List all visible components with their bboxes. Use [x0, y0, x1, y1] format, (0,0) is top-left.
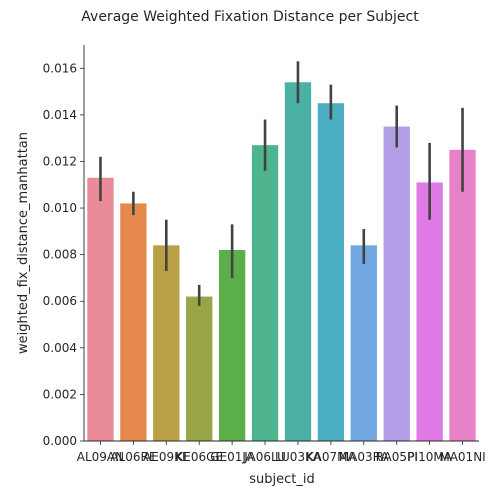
error-bars	[99, 61, 464, 306]
bar-KA07MA	[317, 103, 345, 441]
bar-MA01NI	[449, 149, 476, 441]
x-tick-label-KE06GE: KE06GE	[175, 450, 223, 464]
y-tick-label: 0.008	[43, 248, 77, 262]
bar-PI10MA	[416, 182, 443, 441]
bar-GE01JA	[218, 249, 246, 441]
x-tick-label-GE01JA: GE01JA	[210, 450, 254, 464]
x-tick-label-AE09KE: AE09KE	[143, 450, 190, 464]
bar-AL06RE	[120, 203, 147, 441]
x-axis: AL09ANAL06REAE09KEKE06GEGE01JAJA06LULU03…	[77, 440, 486, 464]
bars	[87, 82, 476, 441]
x-axis-label: subject_id	[249, 472, 314, 487]
bar-AE09KE	[153, 245, 180, 441]
bar-JA06LU	[251, 145, 279, 441]
bar-KE06GE	[186, 296, 213, 441]
x-tick-label-JA06LU: JA06LU	[243, 450, 286, 464]
x-tick-label-AL09AN: AL09AN	[77, 450, 124, 464]
y-tick-label: 0.010	[43, 201, 77, 215]
x-tick-label-MA01NI: MA01NI	[439, 450, 485, 464]
y-axis-label: weighted_fix_distance_manhattan	[16, 132, 31, 354]
y-tick-label: 0.014	[43, 108, 77, 122]
x-tick-label-KA07MA: KA07MA	[306, 450, 356, 464]
y-tick-label: 0.004	[43, 341, 77, 355]
x-tick-label-MA03RA: MA03RA	[339, 450, 390, 464]
x-tick-label-RA05PI: RA05PI	[376, 450, 418, 464]
y-axis: 0.000 0.002 0.004 0.006 0.008 0.010 0.012 0.014…	[43, 45, 85, 448]
bar-MA03RA	[350, 245, 377, 441]
chart-title: Average Weighted Fixation Distance per S…	[81, 9, 419, 25]
y-tick-label: 0.006	[43, 294, 77, 308]
y-tick-label: 0.002	[43, 387, 77, 401]
y-tick-label: 0.012	[43, 154, 77, 168]
bar-LU03KA	[284, 82, 312, 441]
y-tick-label: 0.000	[43, 434, 77, 448]
x-tick-label-PI10MA: PI10MA	[407, 450, 452, 464]
x-tick-label-AL06RE: AL06RE	[110, 450, 156, 464]
x-tick-label-LU03KA: LU03KA	[275, 450, 322, 464]
y-tick-label: 0.016	[43, 61, 77, 75]
bar-AL09AN	[87, 177, 114, 441]
bar-RA05PI	[383, 126, 410, 441]
